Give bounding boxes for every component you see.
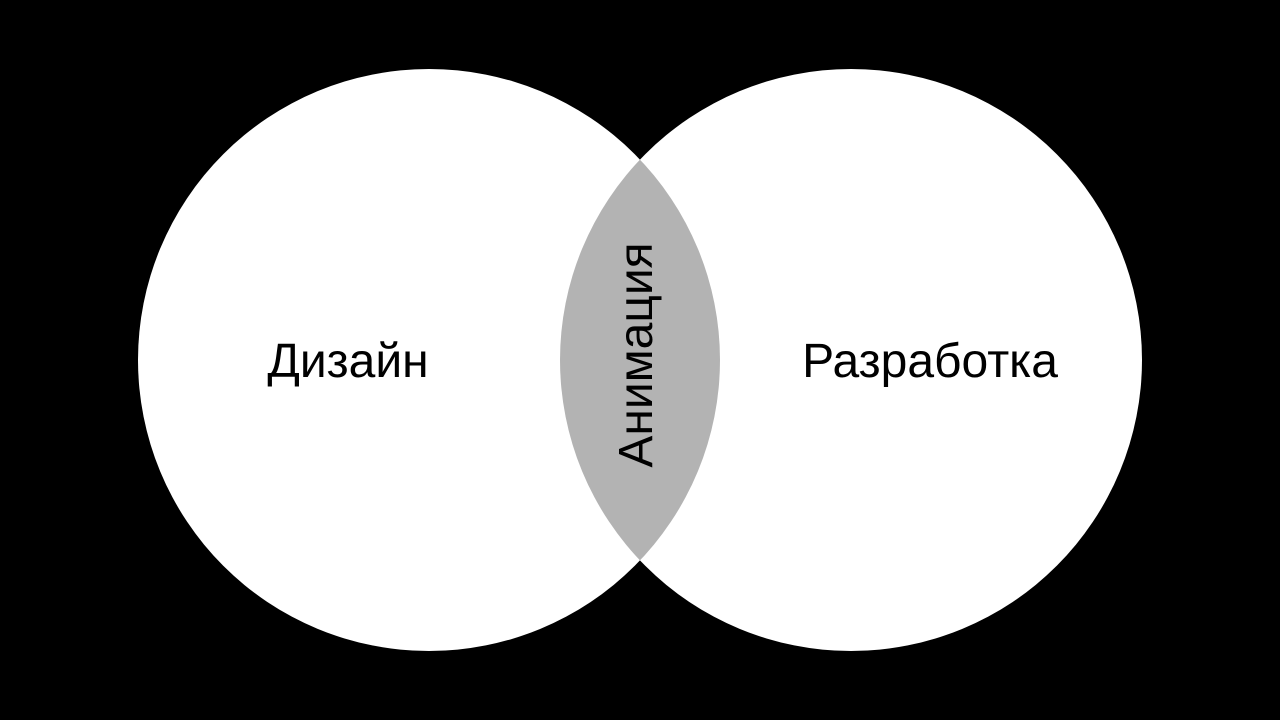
intersection-label: Анимация: [610, 242, 663, 468]
right-set-label: Разработка: [802, 335, 1058, 388]
left-circle: [138, 69, 720, 651]
left-set-label: Дизайн: [267, 335, 429, 388]
right-circle: [560, 69, 1142, 651]
